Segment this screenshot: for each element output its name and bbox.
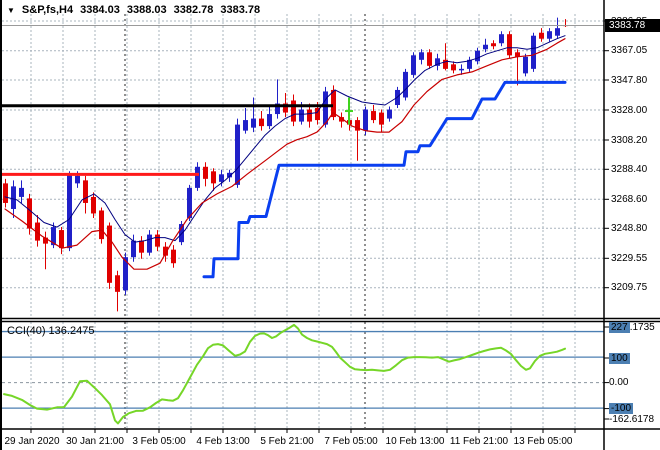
price-axis-label: 3367.05 bbox=[611, 45, 648, 57]
time-axis-label: 4 Feb 13:00 bbox=[196, 436, 250, 447]
time-axis-label: 30 Jan 21:00 bbox=[66, 436, 124, 447]
indicator-label: CCI(40) 136.2475 bbox=[7, 325, 95, 337]
time-axis-label: 5 Feb 21:00 bbox=[260, 436, 314, 447]
price-axis-label: 3288.40 bbox=[611, 163, 648, 175]
ohlc-close: 3383.78 bbox=[220, 4, 261, 16]
time-axis-label: 7 Feb 05:00 bbox=[324, 436, 378, 447]
symbol-ohlc-header: ▼ S&P,fs,H4 3384.03 3388.03 3382.78 3383… bbox=[7, 4, 260, 16]
symbol-name: S&P,fs,H4 bbox=[21, 4, 74, 16]
price-axis-label: 3308.20 bbox=[611, 134, 648, 146]
indicator-axis-label: 100 bbox=[609, 352, 630, 364]
price-axis-label: 3229.55 bbox=[611, 252, 648, 264]
ohlc-high: 3388.03 bbox=[126, 4, 167, 16]
indicator-axis-label: 227.1735 bbox=[609, 321, 655, 333]
ohlc-open: 3384.03 bbox=[80, 4, 120, 16]
time-axis-label: 13 Feb 05:00 bbox=[513, 436, 573, 447]
time-axis-label: 29 Jan 2020 bbox=[4, 436, 60, 447]
ohlc-low: 3382.78 bbox=[173, 4, 214, 16]
price-axis-label: 3248.80 bbox=[611, 222, 648, 234]
price-axis-label: 3328.00 bbox=[611, 104, 648, 116]
time-axis-label: 10 Feb 13:00 bbox=[385, 436, 445, 447]
time-axis-label: 3 Feb 05:00 bbox=[132, 436, 186, 447]
indicator-axis-label: -162.6178 bbox=[609, 413, 655, 425]
price-axis-label: 3347.80 bbox=[611, 74, 648, 86]
price-axis-label: 3268.60 bbox=[611, 193, 648, 205]
indicator-axis-label: 0.00 bbox=[609, 377, 629, 389]
price-axis-label: 3209.75 bbox=[611, 282, 648, 294]
time-axis-label: 11 Feb 21:00 bbox=[449, 436, 509, 447]
symbol-dropdown-icon[interactable]: ▼ bbox=[7, 5, 15, 15]
current-price-badge: 3383.78 bbox=[605, 19, 660, 32]
indicator-axis-label: -100 bbox=[609, 403, 634, 415]
